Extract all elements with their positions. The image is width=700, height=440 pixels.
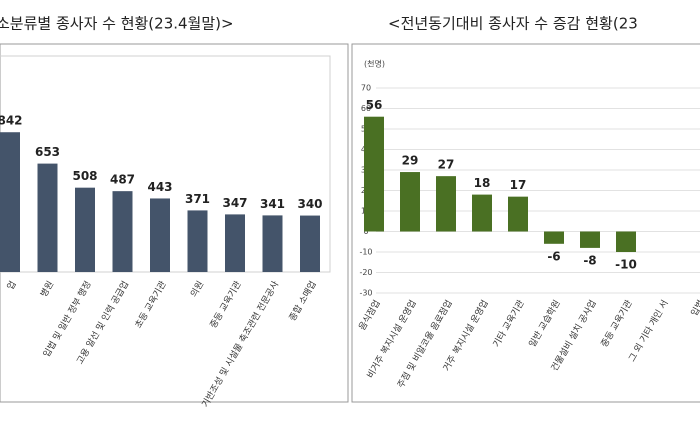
bar (75, 187, 95, 272)
bar (225, 214, 245, 272)
left-title: 소분류별 종사자 수 현황(23.4월말)> (0, 15, 234, 33)
x-tick-label: 중등 교육기관 (599, 298, 635, 349)
value-label: 487 (110, 173, 135, 187)
bar (187, 210, 208, 272)
value-label: 508 (72, 169, 97, 183)
value-label: 347 (222, 196, 247, 210)
bar (150, 198, 170, 272)
x-tick-label: 음식점업 (356, 298, 383, 333)
bar (0, 132, 20, 272)
x-tick-label: 초등 교육기관 (133, 279, 169, 330)
value-label: 56 (366, 98, 383, 112)
value-label: 17 (510, 178, 527, 192)
x-tick-label: 업 (5, 279, 19, 292)
x-tick-label: 기타 교육기관 (491, 298, 527, 349)
x-tick-label: 중등 교육기관 (208, 279, 244, 330)
bar (112, 191, 133, 272)
value-label: 371 (185, 192, 210, 206)
y-tick-label: 70 (361, 84, 371, 93)
value-label: 27 (438, 158, 455, 172)
unit-label: (천명) (364, 59, 385, 69)
x-tick-label: 기반조성 및 시설물 축조관련 전문공사 (199, 278, 282, 409)
right-panel (351, 43, 700, 403)
y-tick-label: -30 (359, 289, 372, 298)
value-label: -8 (583, 253, 596, 267)
y-tick-label: 60 (361, 104, 371, 113)
x-tick-label: 병원 (38, 279, 56, 299)
bar (300, 215, 320, 272)
right-title: <전년동기대비 종사자 수 증감 현황(23 (388, 15, 638, 33)
value-label: -6 (547, 249, 560, 263)
y-tick-label: -20 (359, 268, 372, 277)
bar (472, 194, 492, 232)
bar (262, 215, 283, 272)
x-tick-label: 일반 교습학원 (527, 298, 563, 349)
bar (400, 172, 420, 232)
bar (508, 196, 528, 232)
value-label: 653 (35, 145, 60, 159)
value-label: 29 (402, 154, 419, 168)
value-label: 340 (297, 197, 322, 211)
bar (544, 231, 564, 244)
value-label: 842 (0, 114, 23, 128)
value-label: 341 (260, 197, 285, 211)
bar (436, 176, 456, 232)
value-label: 443 (147, 180, 172, 194)
y-tick-label: -10 (359, 248, 372, 257)
x-tick-label: 종합 소매업 (287, 279, 319, 323)
x-tick-label: 의원 (188, 279, 206, 299)
left-panel (0, 43, 349, 403)
value-label: 18 (474, 176, 491, 190)
x-tick-label: 입법 (688, 298, 700, 318)
bar (364, 116, 384, 232)
value-label: -10 (615, 258, 637, 272)
bar (37, 163, 58, 272)
bar (616, 231, 636, 252)
bar (580, 231, 600, 248)
